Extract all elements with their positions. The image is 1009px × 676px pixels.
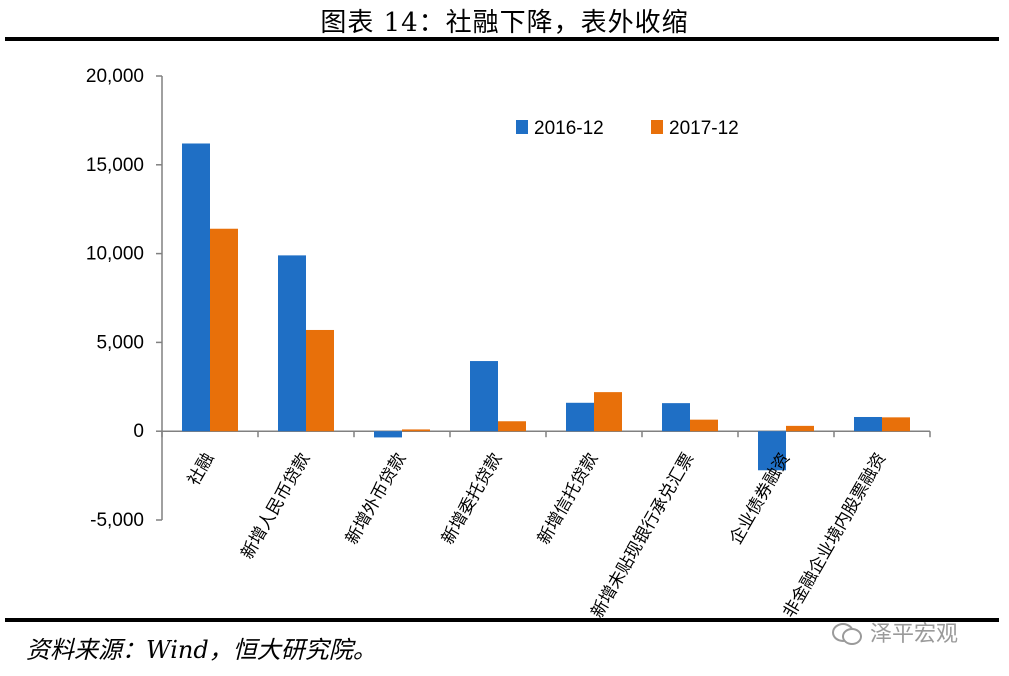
footer-rule — [5, 618, 999, 622]
y-tick-label: 20,000 — [86, 66, 144, 87]
bar-2017-12-6 — [786, 425, 814, 432]
source-note: 资料来源：Wind，恒大研究院。 — [26, 636, 377, 664]
bar-2017-12-2 — [402, 429, 430, 432]
bar-2016-12-6 — [758, 431, 786, 471]
bar-2017-12-7 — [882, 417, 910, 432]
wechat-icon — [830, 619, 864, 645]
legend-label-2016-12: 2016-12 — [534, 118, 604, 139]
legend-swatch-2017-12 — [651, 120, 663, 134]
y-tick-label: 0 — [133, 421, 144, 442]
bar-2016-12-7 — [854, 416, 882, 432]
y-tick-label: -5,000 — [90, 510, 144, 531]
x-category-label: 新增外币贷款 — [342, 450, 410, 548]
bar-2016-12-0 — [182, 143, 210, 432]
x-category-label: 新增委托贷款 — [438, 450, 506, 548]
x-category-label: 新增信托贷款 — [534, 450, 602, 548]
y-tick-label: 10,000 — [86, 244, 144, 265]
bar-2017-12-1 — [306, 329, 334, 432]
y-tick-label: 5,000 — [96, 332, 144, 353]
bar-2017-12-0 — [210, 228, 238, 432]
legend-swatch-2016-12 — [516, 120, 528, 134]
chart-title: 图表 14：社融下降，表外收缩 — [320, 8, 689, 38]
x-category-label: 新增人民币贷款 — [238, 450, 315, 563]
watermark: 泽平宏观 — [830, 616, 958, 648]
title-rule — [5, 37, 999, 41]
bar-2016-12-1 — [278, 255, 306, 432]
x-category-label: 非金融企业境内股票融资 — [780, 450, 891, 620]
x-category-label: 新增未贴现银行承兑汇票 — [588, 450, 699, 620]
bar-2016-12-4 — [566, 402, 594, 432]
chart-axes — [156, 75, 931, 521]
x-category-label: 社融 — [184, 450, 218, 489]
bar-2016-12-3 — [470, 361, 498, 432]
bar-2016-12-2 — [374, 431, 402, 438]
bar-2017-12-5 — [690, 419, 718, 432]
legend-label-2017-12: 2017-12 — [669, 118, 739, 139]
watermark-text: 泽平宏观 — [870, 622, 959, 647]
y-tick-labels: 20,000 15,000 10,000 5,000 0 -5,000 — [86, 66, 144, 531]
bar-2017-12-4 — [594, 392, 622, 432]
bar-2016-12-5 — [662, 403, 690, 432]
chart-legend: 2016-12 2017-12 — [516, 118, 739, 139]
y-tick-label: 15,000 — [86, 155, 144, 176]
bar-chart: 20,000 15,000 10,000 5,000 0 -5,000 社融 新增人民币贷款… — [86, 66, 931, 620]
bar-2017-12-3 — [498, 421, 526, 432]
chart-bars — [182, 143, 910, 471]
